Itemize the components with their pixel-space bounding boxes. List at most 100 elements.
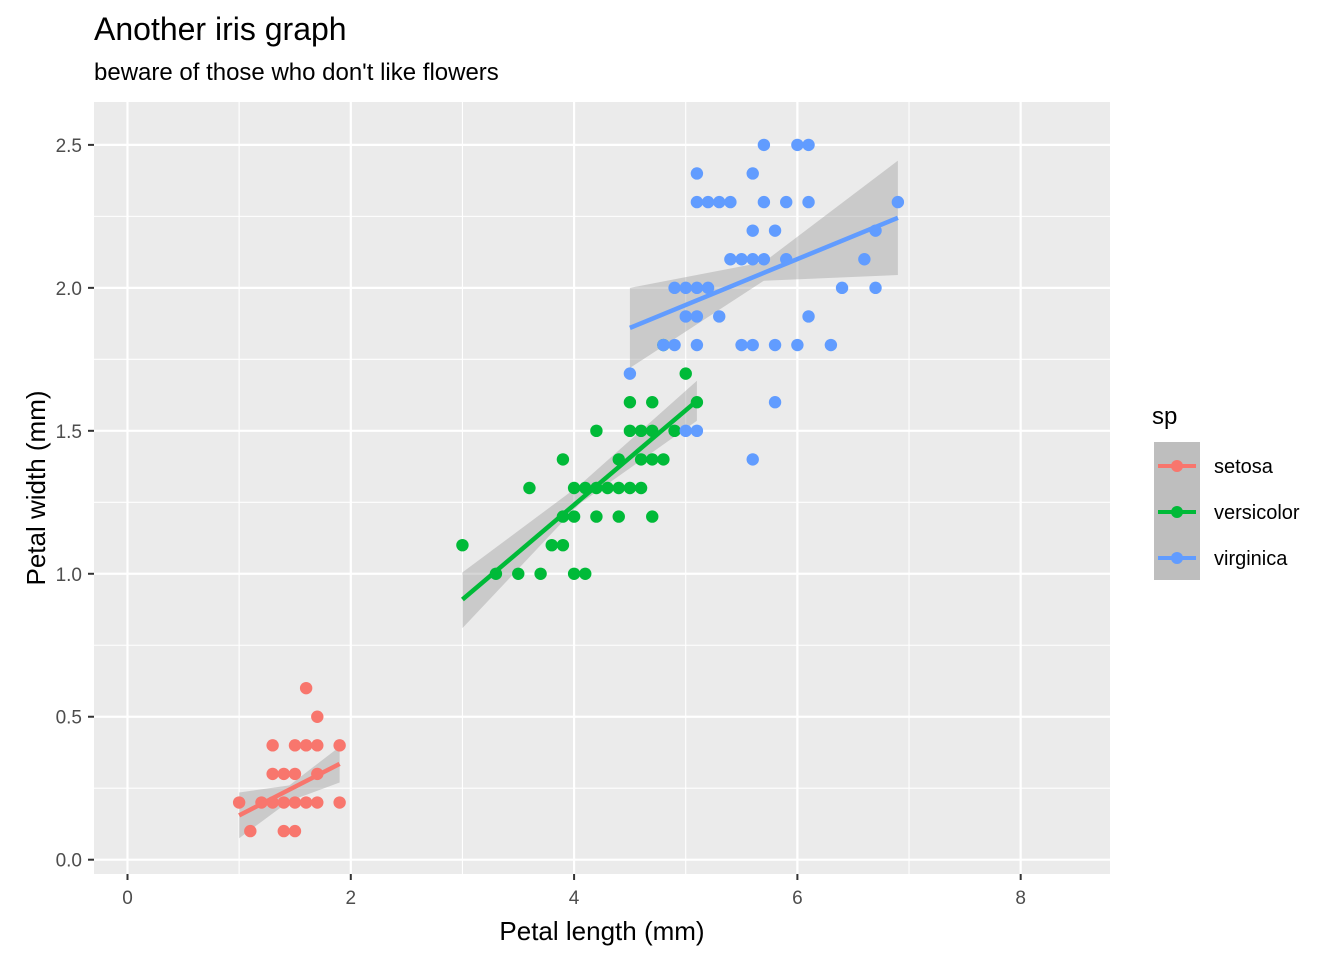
- virginica-point: [891, 195, 905, 209]
- virginica-point: [735, 338, 748, 352]
- y-tick-label: 1.5: [56, 422, 82, 443]
- virginica-point: [690, 310, 704, 323]
- data-points: [232, 138, 905, 838]
- versicolor-point: [612, 510, 625, 523]
- setosa-point: [333, 739, 346, 752]
- virginica-point: [746, 224, 759, 237]
- versicolor-fit-line: [460, 399, 699, 602]
- virginica-point: [768, 338, 782, 352]
- x-tick-label: 0: [122, 888, 133, 909]
- x-tick-label: 2: [346, 888, 357, 909]
- setosa-point: [232, 796, 246, 809]
- x-axis-title: Petal length (mm): [499, 916, 704, 946]
- x-tick-label: 4: [569, 888, 580, 909]
- virginica-point: [623, 367, 637, 380]
- y-tick-label: 2.5: [56, 136, 82, 157]
- setosa-point: [288, 796, 302, 809]
- y-axis-title: Petal width (mm): [21, 390, 51, 585]
- setosa-fit-line: [238, 761, 341, 818]
- virginica-point: [746, 167, 759, 180]
- virginica-point: [701, 195, 715, 209]
- versicolor-point: [579, 567, 592, 580]
- virginica-point: [724, 253, 737, 266]
- virginica-point: [768, 396, 782, 409]
- setosa-point: [311, 739, 324, 752]
- versicolor-point: [456, 538, 469, 552]
- setosa-point: [277, 824, 291, 838]
- virginica-point: [690, 195, 704, 209]
- setosa-point: [277, 796, 291, 809]
- virginica-point: [757, 253, 771, 266]
- virginica-point: [824, 338, 838, 352]
- virginica-point: [802, 195, 815, 209]
- versicolor-point: [590, 510, 603, 523]
- versicolor-point: [556, 453, 570, 466]
- legend-key-point-virginica: [1171, 552, 1183, 564]
- setosa-point: [333, 796, 346, 809]
- versicolor-point: [601, 481, 614, 495]
- versicolor-point: [567, 510, 581, 523]
- chart-title: Another iris graph: [94, 11, 347, 47]
- setosa-point: [266, 739, 279, 752]
- virginica-point: [746, 253, 759, 266]
- legend-key-point-versicolor: [1171, 506, 1183, 518]
- virginica-point: [757, 138, 771, 152]
- setosa-point: [277, 767, 291, 781]
- versicolor-confidence-band: [462, 380, 697, 629]
- chart-subtitle: beware of those who don't like flowers: [94, 59, 499, 86]
- legend-label-setosa: setosa: [1214, 456, 1274, 478]
- versicolor-point: [523, 481, 536, 495]
- virginica-point: [690, 281, 704, 295]
- virginica-point: [713, 310, 726, 323]
- versicolor-point: [634, 481, 648, 495]
- setosa-point: [299, 796, 313, 809]
- versicolor-point: [556, 538, 570, 552]
- virginica-point: [802, 138, 815, 152]
- setosa-point: [244, 824, 257, 838]
- legend-label-versicolor: versicolor: [1214, 502, 1300, 524]
- virginica-point: [657, 338, 670, 352]
- versicolor-point: [623, 424, 637, 438]
- versicolor-point: [668, 424, 681, 438]
- setosa-point: [288, 767, 302, 781]
- virginica-point: [802, 310, 815, 323]
- virginica-point: [668, 338, 681, 352]
- x-tick-label: 8: [1015, 888, 1026, 909]
- virginica-point: [724, 195, 737, 209]
- virginica-point: [735, 253, 748, 266]
- virginica-point: [679, 424, 692, 438]
- virginica-point: [768, 224, 782, 237]
- axes: 0 2 4 6 8 0.0 0.5 1.0 1.5 2.0 2.5: [56, 136, 1026, 909]
- legend: sp setosa versicolor virginica: [1152, 403, 1300, 580]
- virginica-point: [791, 138, 804, 152]
- y-tick-label: 1.0: [56, 565, 82, 586]
- virginica-point: [668, 281, 681, 295]
- setosa-point: [288, 739, 302, 752]
- virginica-point: [835, 281, 849, 295]
- versicolor-point: [623, 481, 637, 495]
- virginica-point: [690, 424, 704, 438]
- versicolor-point: [512, 567, 525, 580]
- versicolor-point: [545, 538, 558, 552]
- versicolor-point: [612, 481, 625, 495]
- legend-key-point-setosa: [1171, 460, 1183, 472]
- setosa-point: [311, 710, 324, 723]
- versicolor-point: [567, 567, 581, 580]
- virginica-point: [746, 338, 759, 352]
- virginica-point: [791, 338, 804, 352]
- versicolor-point: [623, 396, 637, 409]
- virginica-point: [869, 281, 882, 295]
- virginica-point: [780, 195, 793, 209]
- versicolor-point: [590, 424, 603, 438]
- setosa-point: [299, 681, 313, 695]
- versicolor-point: [657, 453, 670, 466]
- y-tick-label: 2.0: [56, 279, 82, 300]
- virginica-point: [858, 253, 871, 266]
- versicolor-point: [646, 396, 659, 409]
- virginica-point: [701, 281, 715, 295]
- versicolor-point: [646, 453, 659, 466]
- legend-title: sp: [1152, 403, 1177, 430]
- virginica-point: [746, 453, 759, 466]
- versicolor-point: [646, 510, 659, 523]
